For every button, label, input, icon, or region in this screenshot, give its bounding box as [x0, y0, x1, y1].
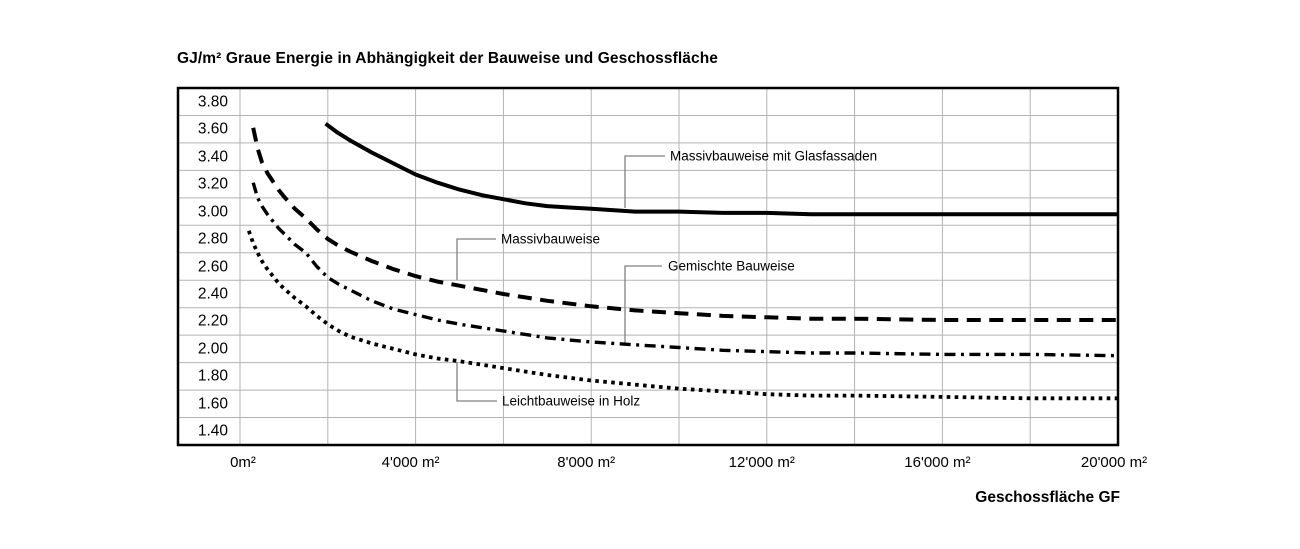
x-tick-label: 16'000 m² [904, 454, 971, 471]
y-tick-label: 1.60 [197, 395, 228, 413]
y-tick-label: 3.20 [197, 175, 228, 193]
chart-title: GJ/m² Graue Energie in Abhängigkeit der … [177, 50, 719, 67]
y-tick-label: 3.80 [197, 93, 228, 111]
leader-line [456, 362, 497, 402]
leader-line [624, 155, 665, 208]
series-label-massivbauweise-glasfassaden: Massivbauweise mit Glasfassaden [670, 148, 878, 164]
series-line-gemischte-bauweise [251, 182, 1119, 358]
y-tick-label: 3.60 [197, 120, 228, 138]
y-tick-label: 2.40 [197, 285, 228, 303]
x-tick-label: 0m² [230, 454, 256, 471]
x-tick-label: 12'000 m² [728, 454, 795, 471]
x-tick-label: 20'000 m² [1080, 454, 1148, 471]
series-line-massivbauweise-mit-glasfassaden [324, 122, 1118, 217]
x-tick-label: 8'000 m² [557, 454, 616, 471]
y-tick-label: 2.20 [197, 312, 228, 330]
series-label-massivbauweise: Massivbauweise [501, 231, 601, 247]
leader-line [624, 265, 662, 344]
y-tick-label: 3.00 [197, 203, 228, 221]
series-line-massivbauweise [251, 127, 1118, 322]
y-tick-label: 2.00 [197, 340, 228, 358]
y-tick-label: 2.60 [197, 258, 228, 275]
x-tick-label: 4'000 m² [381, 454, 440, 471]
y-tick-label: 1.40 [197, 422, 228, 440]
x-axis-label: Geschossfläche GF [975, 489, 1120, 506]
series-label-leichtbauweise-holz: Leichtbauweise in Holz [502, 393, 641, 409]
series-label-gemischte-bauweise: Gemischte Bauweise [668, 258, 795, 274]
y-tick-label: 1.80 [197, 367, 228, 385]
y-tick-label: 2.80 [197, 230, 228, 248]
leader-line [456, 238, 496, 280]
y-tick-label: 3.40 [197, 148, 228, 166]
plot-border [176, 86, 1120, 447]
